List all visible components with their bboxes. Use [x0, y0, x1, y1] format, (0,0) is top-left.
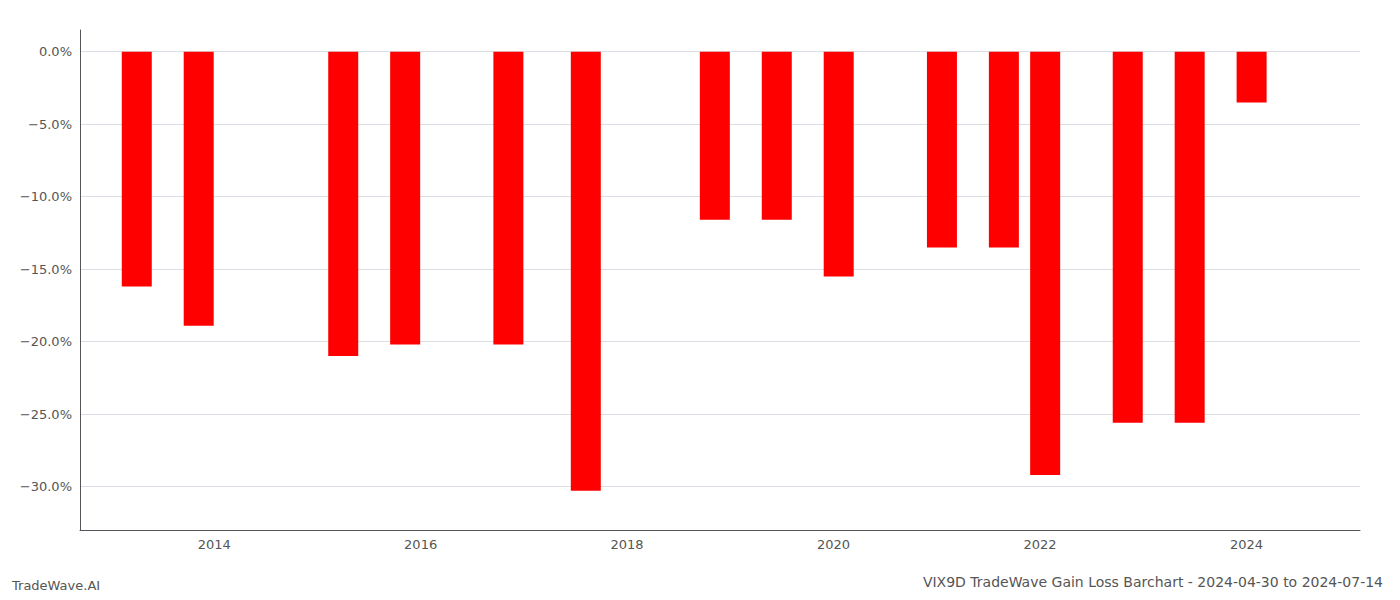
svg-text:2016: 2016	[404, 537, 437, 552]
svg-text:TradeWave.AI: TradeWave.AI	[11, 578, 100, 593]
svg-text:2014: 2014	[198, 537, 231, 552]
svg-text:2018: 2018	[611, 537, 644, 552]
svg-text:2022: 2022	[1023, 537, 1056, 552]
svg-text:−15.0%: −15.0%	[20, 262, 72, 277]
svg-text:0.0%: 0.0%	[39, 44, 72, 59]
svg-text:VIX9D TradeWave Gain Loss Barc: VIX9D TradeWave Gain Loss Barchart - 202…	[923, 574, 1383, 590]
svg-text:−25.0%: −25.0%	[20, 407, 72, 422]
svg-text:−10.0%: −10.0%	[20, 189, 72, 204]
svg-text:−5.0%: −5.0%	[28, 117, 72, 132]
svg-text:−20.0%: −20.0%	[20, 334, 72, 349]
svg-text:−30.0%: −30.0%	[20, 479, 72, 494]
svg-text:2024: 2024	[1230, 537, 1263, 552]
svg-text:2020: 2020	[817, 537, 850, 552]
